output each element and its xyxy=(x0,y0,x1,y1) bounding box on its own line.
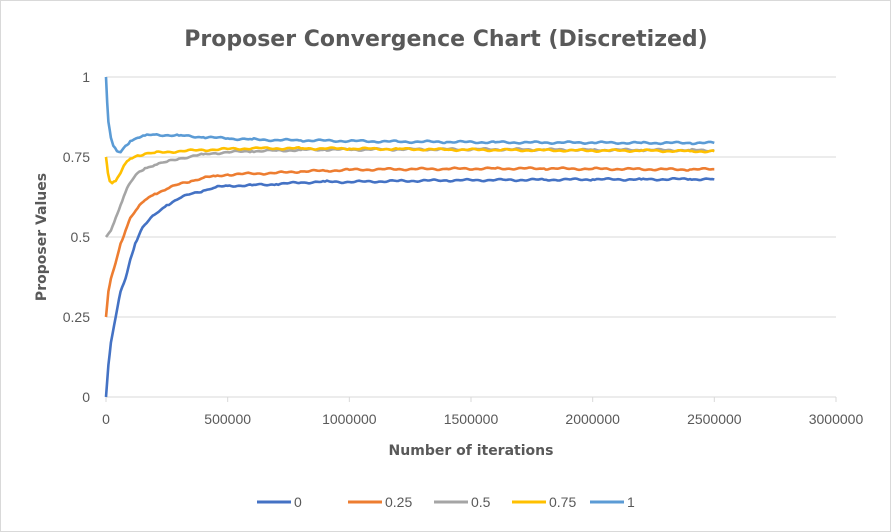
series-line-0_75 xyxy=(104,146,715,185)
y-tick-label: 0.25 xyxy=(63,309,90,325)
y-axis-title: Proposer Values xyxy=(34,173,50,301)
series-lines xyxy=(104,76,715,398)
x-tick-label: 1000000 xyxy=(322,411,377,427)
series-line-1 xyxy=(104,76,715,154)
x-tick-label: 2000000 xyxy=(565,411,620,427)
legend-label: 0.75 xyxy=(549,494,576,510)
series-line-0_25 xyxy=(104,166,715,318)
y-tick-label: 0.75 xyxy=(63,149,90,165)
legend-label: 1 xyxy=(627,494,635,510)
legend-label: 0 xyxy=(294,494,302,510)
gridlines xyxy=(106,76,836,318)
legend: 0 0.25 0.5 0.75 1 xyxy=(257,494,635,510)
x-tick-label: 1500000 xyxy=(444,411,499,427)
x-tick-label: 0 xyxy=(102,411,110,427)
x-axis-title: Number of iterations xyxy=(389,443,554,459)
chart-title: Proposer Convergence Chart (Discretized) xyxy=(184,27,708,52)
series-line-0 xyxy=(104,177,715,398)
legend-label: 0.25 xyxy=(385,494,412,510)
y-tick-label: 1 xyxy=(82,69,90,85)
x-tick-label: 3000000 xyxy=(809,411,864,427)
y-tick-label: 0 xyxy=(82,389,90,405)
x-tick-label: 2500000 xyxy=(687,411,742,427)
axes: 0 0.25 0.5 0.75 1 0 500000 1000000 1500000 200000… xyxy=(63,69,864,427)
legend-label: 0.5 xyxy=(471,494,491,510)
y-tick-label: 0.5 xyxy=(71,229,91,245)
x-tick-label: 500000 xyxy=(204,411,251,427)
